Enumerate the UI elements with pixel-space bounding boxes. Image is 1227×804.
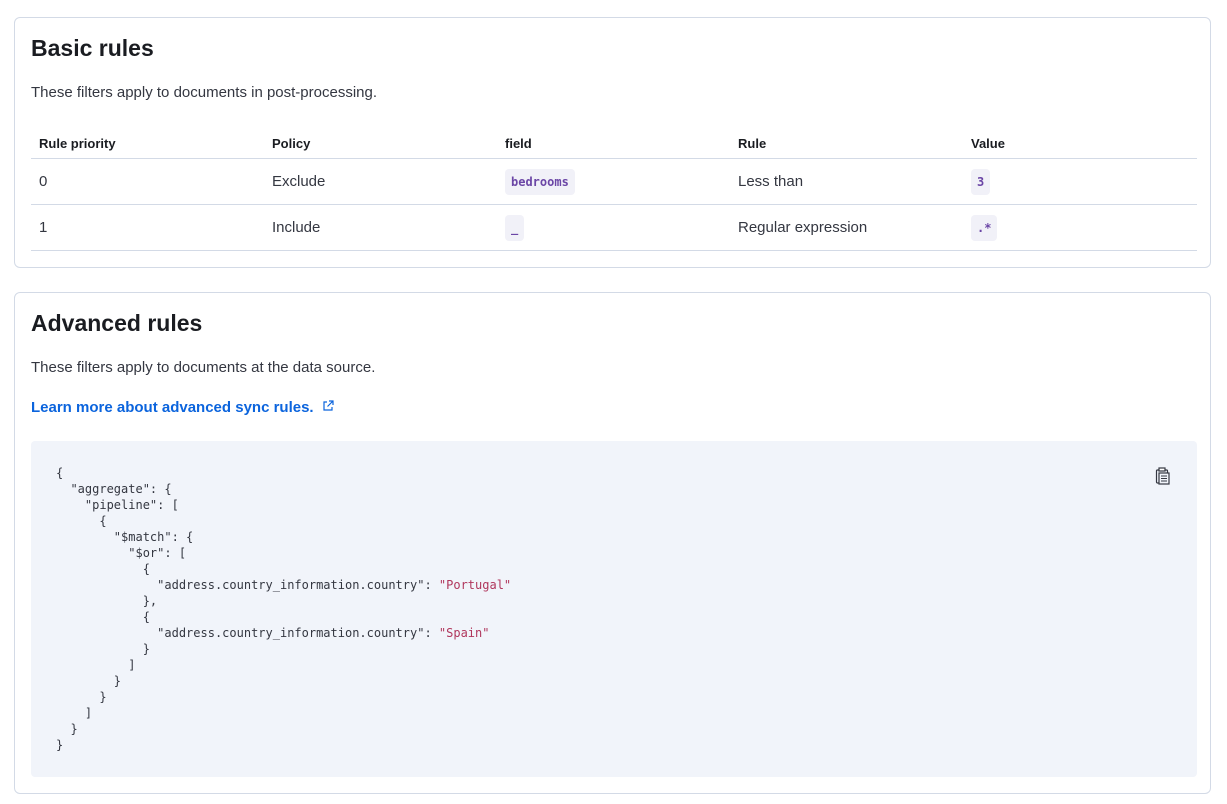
rule-policy: Exclude	[264, 158, 497, 205]
code-line: }	[56, 721, 511, 737]
column-header: Policy	[264, 128, 497, 159]
code-text: "address.country_information.country":	[56, 578, 439, 592]
table-row: 1 Include _ Regular expression .*	[31, 204, 1197, 251]
code-line: {	[56, 609, 511, 625]
basic-rules-table: Rule priority Policy field Rule Value 0 …	[31, 128, 1197, 251]
advanced-rules-panel: Advanced rules These filters apply to do…	[14, 292, 1211, 794]
code-text: "aggregate": {	[56, 482, 172, 496]
rule-field: bedrooms	[505, 169, 575, 195]
code-line: {	[56, 465, 511, 481]
code-content: { "aggregate": { "pipeline": [ { "$match…	[56, 465, 511, 753]
rule-priority: 0	[31, 158, 264, 205]
code-text: {	[56, 610, 150, 624]
code-text: {	[56, 466, 64, 480]
code-text: "$match": {	[56, 530, 194, 544]
basic-rules-panel: Basic rules These filters apply to docum…	[14, 17, 1211, 268]
code-text: }	[56, 738, 64, 752]
code-text: }	[56, 690, 107, 704]
advanced-rules-title: Advanced rules	[31, 310, 203, 336]
column-header: Rule	[730, 128, 963, 159]
rule-value: 3	[971, 169, 991, 195]
code-line: "address.country_information.country": "…	[56, 625, 511, 641]
code-line: {	[56, 513, 511, 529]
code-line: "$or": [	[56, 545, 511, 561]
code-text: }	[56, 674, 122, 688]
rule-value: .*	[971, 215, 998, 241]
rule-type: Regular expression	[730, 204, 963, 251]
rule-priority: 1	[31, 204, 264, 251]
code-line: ]	[56, 657, 511, 673]
code-line: "pipeline": [	[56, 497, 511, 513]
rule-field: _	[505, 215, 525, 241]
code-text: {	[56, 514, 107, 528]
column-header: Value	[963, 128, 1197, 159]
code-line: },	[56, 593, 511, 609]
column-header: field	[497, 128, 730, 159]
code-line: }	[56, 641, 511, 657]
advanced-rules-description: These filters apply to documents at the …	[31, 359, 376, 376]
code-line: }	[56, 737, 511, 753]
code-line: {	[56, 561, 511, 577]
table-row: 0 Exclude bedrooms Less than 3	[31, 158, 1197, 205]
basic-rules-description: These filters apply to documents in post…	[31, 84, 378, 101]
rule-policy: Include	[264, 204, 497, 251]
code-line: ]	[56, 705, 511, 721]
rule-type: Less than	[730, 158, 963, 205]
code-line: "address.country_information.country": "…	[56, 577, 511, 593]
code-text: "address.country_information.country":	[56, 626, 439, 640]
code-line: }	[56, 673, 511, 689]
code-string: "Spain"	[438, 626, 490, 640]
advanced-rules-code-block: { "aggregate": { "pipeline": [ { "$match…	[31, 441, 1197, 777]
learn-more-label: Learn more about advanced sync rules.	[31, 399, 314, 416]
clipboard-icon[interactable]	[1155, 467, 1171, 485]
code-text: ]	[56, 658, 136, 672]
code-text: ]	[56, 706, 93, 720]
code-line: "$match": {	[56, 529, 511, 545]
column-header: Rule priority	[31, 128, 264, 159]
code-text: {	[56, 562, 150, 576]
learn-more-link[interactable]: Learn more about advanced sync rules.	[31, 399, 334, 416]
code-text: }	[56, 722, 78, 736]
basic-rules-title: Basic rules	[31, 35, 154, 61]
code-text: },	[56, 594, 158, 608]
code-line: "aggregate": {	[56, 481, 511, 497]
code-text: "pipeline": [	[56, 498, 179, 512]
code-text: "$or": [	[56, 546, 187, 560]
code-line: }	[56, 689, 511, 705]
code-text: }	[56, 642, 150, 656]
external-link-icon	[323, 400, 334, 411]
code-string: "Portugal"	[438, 578, 512, 592]
